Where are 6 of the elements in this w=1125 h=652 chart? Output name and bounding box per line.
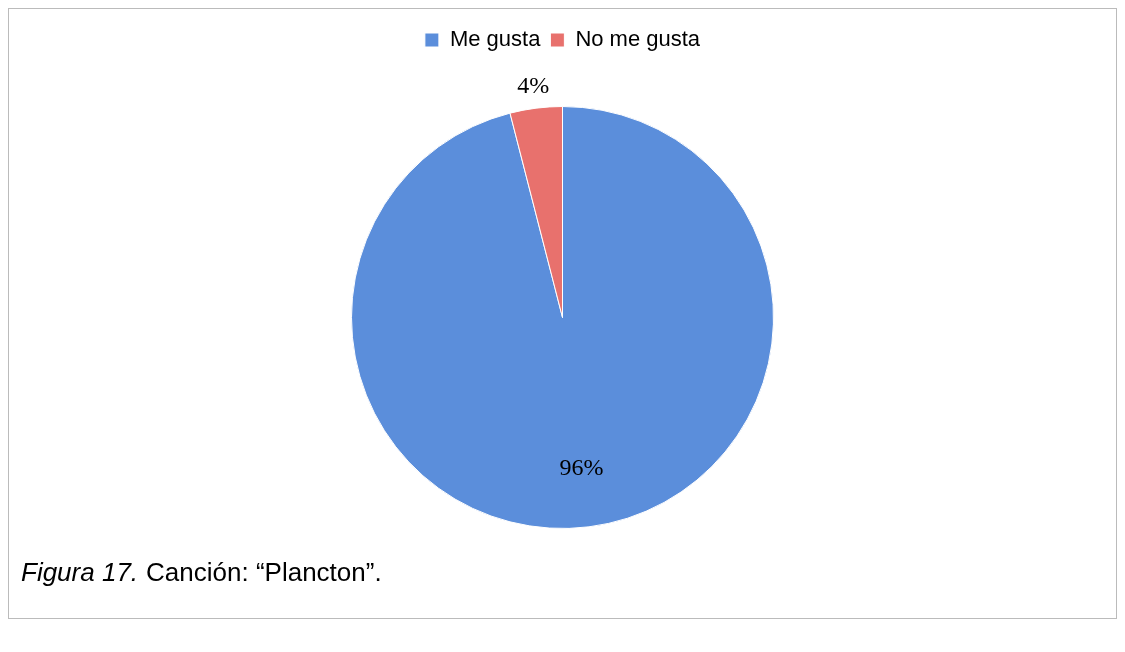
data-label: 4% [517,71,550,98]
legend-label: Me gusta [449,26,542,52]
text: Figura 17. [21,557,139,587]
text: Canción: “Plancton”. [146,557,382,587]
legend-label: No me gusta [575,26,701,52]
data-label: 96% [559,453,604,480]
